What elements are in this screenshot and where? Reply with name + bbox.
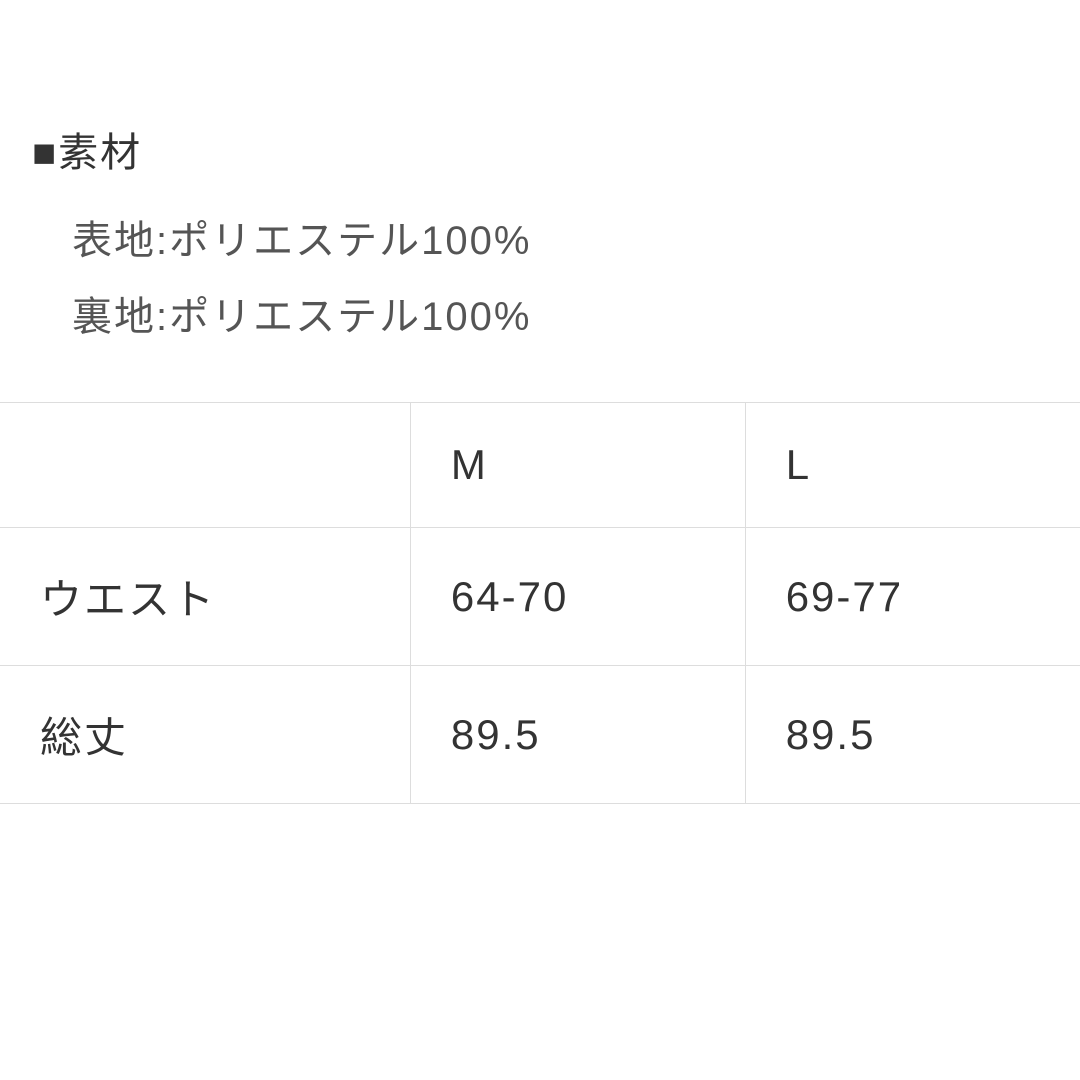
header-size-m: M [410, 403, 745, 528]
table-header-row: M L [0, 403, 1080, 528]
table-row: ウエスト 64-70 69-77 [0, 528, 1080, 666]
header-empty [0, 403, 410, 528]
cell-length-l: 89.5 [745, 666, 1080, 804]
cell-waist-l: 69-77 [745, 528, 1080, 666]
heading-text: 素材 [58, 131, 142, 175]
material-heading: ■素材 [32, 120, 1080, 178]
size-table: M L ウエスト 64-70 69-77 総丈 89.5 89.5 [0, 402, 1080, 804]
row-label-length: 総丈 [0, 666, 410, 804]
heading-bullet: ■ [32, 131, 58, 175]
material-line-lining: 裏地:ポリエステル100% [32, 284, 1080, 342]
cell-length-m: 89.5 [410, 666, 745, 804]
cell-waist-m: 64-70 [410, 528, 745, 666]
header-size-l: L [745, 403, 1080, 528]
table-row: 総丈 89.5 89.5 [0, 666, 1080, 804]
material-section: ■素材 表地:ポリエステル100% 裏地:ポリエステル100% [0, 120, 1080, 342]
row-label-waist: ウエスト [0, 528, 410, 666]
material-line-outer: 表地:ポリエステル100% [32, 208, 1080, 266]
